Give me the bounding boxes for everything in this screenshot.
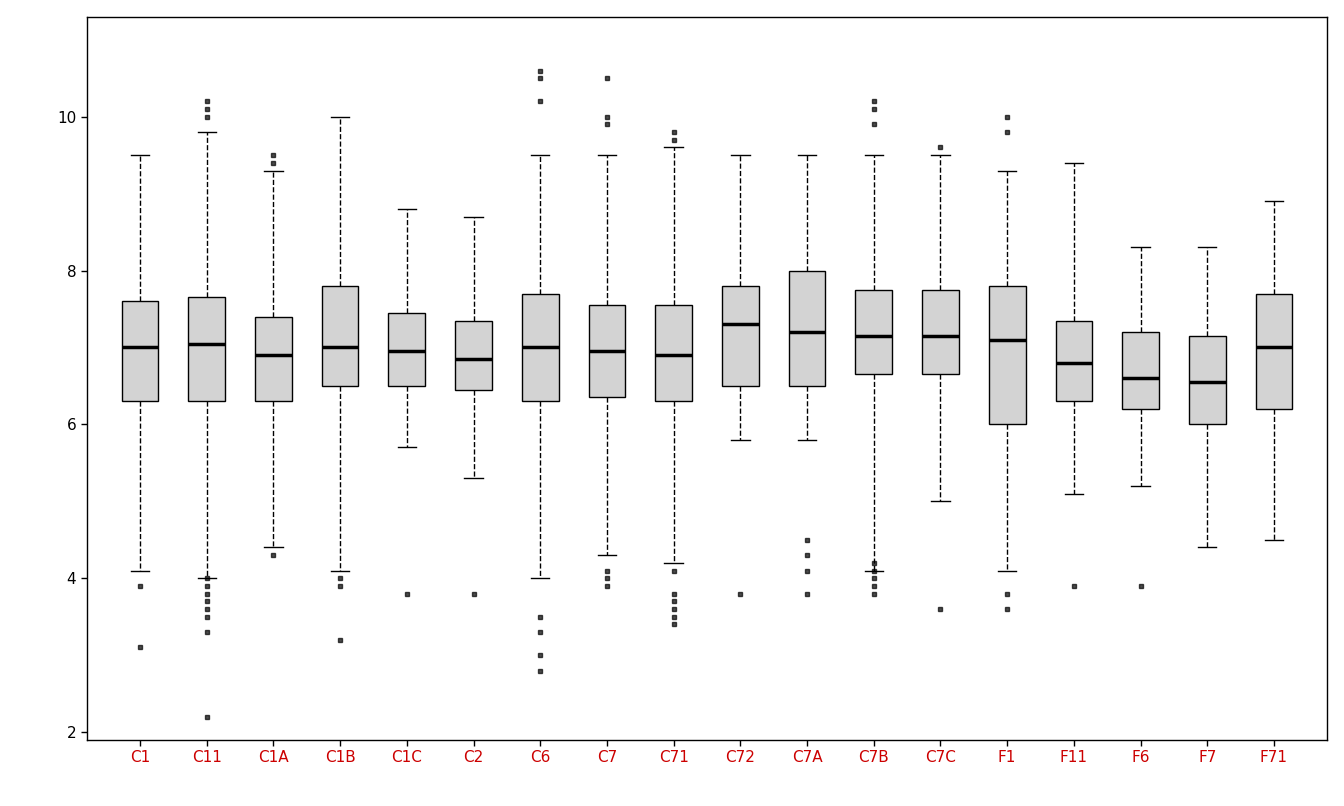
PathPatch shape: [989, 286, 1025, 424]
PathPatch shape: [188, 297, 224, 401]
PathPatch shape: [1189, 336, 1226, 424]
PathPatch shape: [1255, 293, 1293, 409]
PathPatch shape: [656, 305, 692, 401]
PathPatch shape: [321, 286, 359, 386]
PathPatch shape: [922, 289, 958, 374]
PathPatch shape: [122, 301, 159, 401]
PathPatch shape: [855, 289, 892, 374]
PathPatch shape: [255, 317, 292, 401]
PathPatch shape: [589, 305, 625, 397]
PathPatch shape: [388, 313, 425, 386]
PathPatch shape: [1055, 321, 1093, 401]
PathPatch shape: [722, 286, 759, 386]
PathPatch shape: [789, 271, 825, 386]
PathPatch shape: [1122, 332, 1159, 409]
PathPatch shape: [456, 321, 492, 390]
PathPatch shape: [521, 293, 559, 401]
